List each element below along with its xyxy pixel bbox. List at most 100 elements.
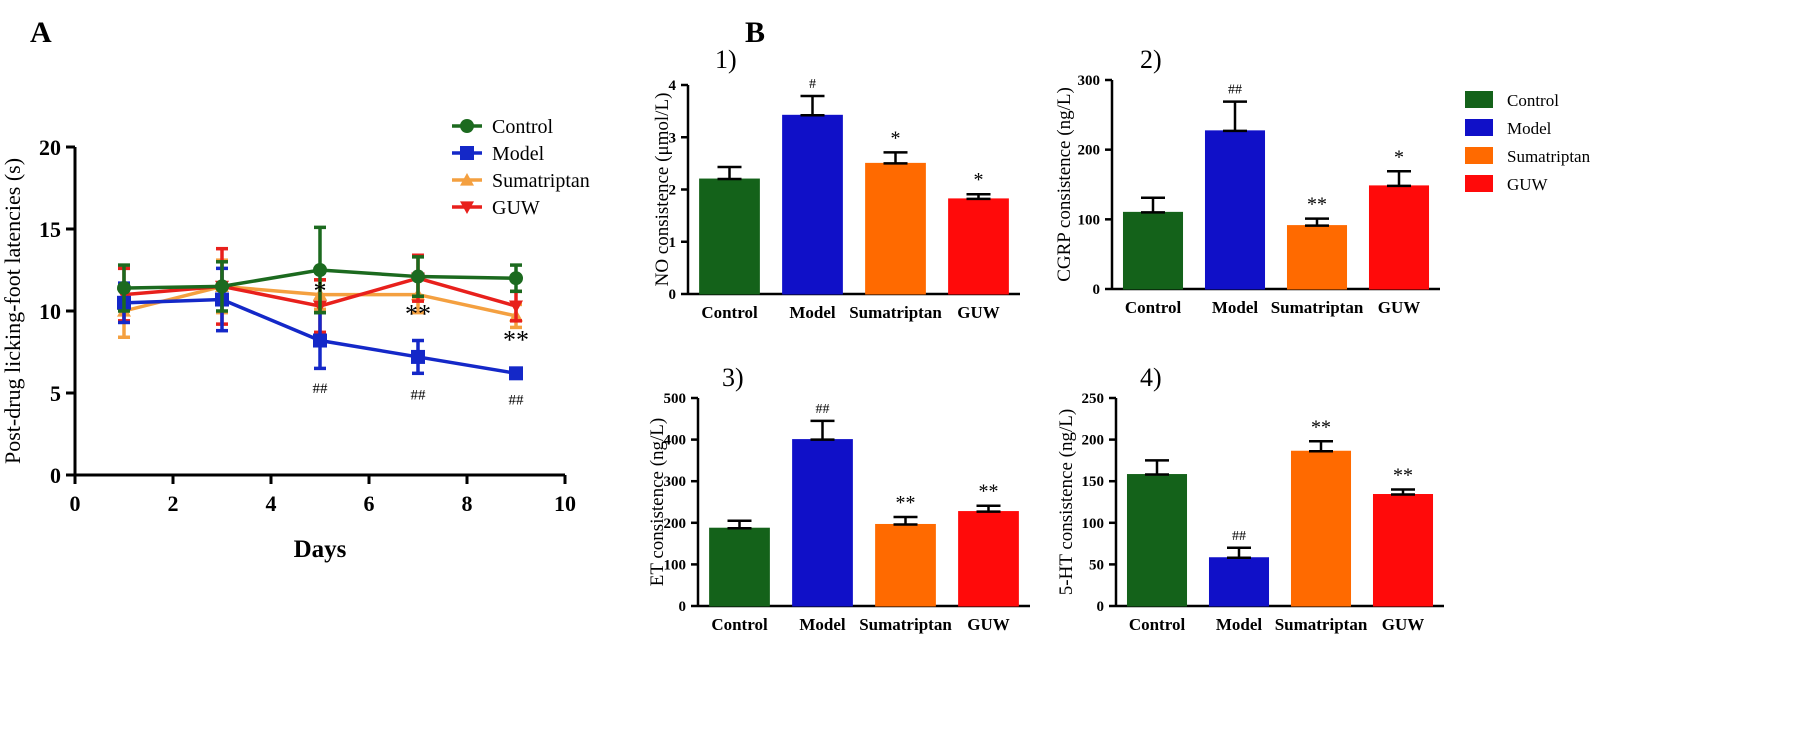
legend-swatch	[1465, 147, 1493, 164]
subplot-label: 4)	[1140, 363, 1162, 392]
legend-label: GUW	[1507, 175, 1549, 194]
y-tick-label: 100	[664, 557, 687, 573]
bar	[782, 114, 843, 295]
significance-mark: ##	[1232, 529, 1246, 544]
y-tick-label: 200	[1078, 143, 1101, 159]
y-tick-label: 10	[39, 299, 61, 324]
line-chart-latencies: 0 5 10 15 20 0 2 4 6 8 10 Days Post-drug licking-foo…	[0, 116, 590, 563]
y-tick-label: 50	[1089, 557, 1104, 573]
y-tick-label: 0	[1093, 282, 1101, 298]
bar-charts: 0 1 2 3 4NO consistence (μmol/L) 1) Control Mod…	[647, 45, 1444, 634]
category-label: Control	[711, 615, 768, 634]
category-label: Model	[1216, 615, 1263, 634]
category-label: Control	[1129, 615, 1186, 634]
y-tick-label: 100	[1082, 516, 1105, 532]
significance-mark: **	[405, 299, 431, 328]
y-axis-title: CGRP consistence (ng/L)	[1054, 87, 1075, 282]
y-tick-label: 0	[50, 463, 61, 488]
y-tick-label: 0	[1097, 599, 1105, 615]
bar-chart-4: 0 50 100 150 200 250 5-HT consistence (ng/L) 4)…	[1056, 363, 1444, 634]
data-point	[509, 271, 523, 286]
y-tick-label: 5	[50, 381, 61, 406]
x-tick-label: 4	[266, 491, 277, 516]
bar	[865, 162, 926, 295]
category-label: GUW	[967, 615, 1010, 634]
legend-label: Model	[492, 143, 545, 165]
bar	[1208, 557, 1270, 607]
data-point	[509, 300, 523, 314]
data-point	[411, 349, 425, 364]
category-label: GUW	[1382, 615, 1425, 634]
data-point	[460, 119, 474, 133]
category-label: Sumatriptan	[849, 303, 942, 322]
legend-swatch	[1465, 175, 1493, 192]
category-label: Control	[701, 303, 758, 322]
bar	[875, 523, 936, 607]
significance-mark: **	[979, 481, 999, 503]
category-label: Sumatriptan	[859, 615, 952, 634]
significance-mark: ##	[411, 388, 427, 404]
significance-mark: **	[896, 492, 916, 514]
data-point	[215, 279, 229, 294]
y-tick-label: 20	[39, 135, 61, 160]
data-point	[460, 146, 474, 160]
significance-mark: ##	[1228, 83, 1242, 98]
y-axis-title: ET consistence (ng/L)	[647, 418, 668, 587]
y-tick-label: 400	[664, 433, 687, 449]
legend-label: GUW	[492, 197, 540, 219]
y-tick-label: 300	[1078, 73, 1101, 89]
x-tick-label: 6	[364, 491, 375, 516]
category-label: Model	[1212, 298, 1259, 317]
y-tick-label: 3	[669, 130, 677, 146]
data-point	[313, 333, 327, 348]
bar	[1368, 185, 1430, 290]
y-tick-label: 150	[1082, 474, 1105, 490]
y-tick-label: 300	[664, 474, 687, 490]
bar	[1126, 474, 1188, 607]
bar-legend: Control Model Sumatriptan GUW	[1465, 91, 1591, 194]
legend-label: Sumatriptan	[1507, 147, 1591, 166]
significance-mark: ##	[509, 392, 525, 408]
significance-mark: ##	[313, 381, 329, 397]
y-axis-title: 5-HT consistence (ng/L)	[1056, 409, 1077, 595]
significance-mark: *	[1394, 146, 1404, 168]
data-point	[117, 281, 131, 296]
panel-b-letter: B	[745, 16, 765, 49]
y-axis-title: NO consistence (μmol/L)	[652, 93, 673, 287]
bar-chart-3: 0 100 200 300 400 500 ET consistence (ng/L) 3) C…	[647, 363, 1030, 634]
y-tick-label: 1	[669, 235, 677, 251]
significance-mark: **	[503, 326, 529, 355]
subplot-label: 2)	[1140, 45, 1162, 74]
series-control	[117, 225, 523, 315]
data-point	[313, 263, 327, 277]
series-model	[117, 266, 523, 381]
legend-label: Control	[492, 116, 554, 138]
data-point	[460, 201, 474, 214]
x-tick-label: 10	[554, 491, 576, 516]
significance-mark: *	[974, 169, 984, 191]
x-tick-label: 2	[168, 491, 179, 516]
bar	[1286, 225, 1348, 290]
subplot-label: 1)	[715, 45, 737, 74]
y-tick-label: 0	[669, 287, 677, 303]
category-label: GUW	[957, 303, 1000, 322]
category-label: Model	[799, 615, 846, 634]
data-point	[460, 173, 474, 186]
subplot-label: 3)	[722, 363, 744, 392]
y-tick-label: 500	[664, 391, 687, 407]
bar	[1204, 130, 1266, 290]
legend-label: Control	[1507, 91, 1559, 110]
bar	[792, 439, 853, 607]
data-point	[411, 269, 425, 284]
significance-mark: *	[314, 277, 327, 306]
bar	[958, 511, 1019, 607]
bar-chart-1: 0 1 2 3 4NO consistence (μmol/L) 1) Control Mod…	[652, 45, 1020, 322]
bar	[1372, 494, 1434, 607]
x-axis-title: Days	[294, 536, 347, 563]
bar	[948, 198, 1009, 295]
bar	[1290, 450, 1352, 607]
significance-mark: ##	[816, 402, 830, 417]
y-tick-label: 200	[664, 516, 687, 532]
